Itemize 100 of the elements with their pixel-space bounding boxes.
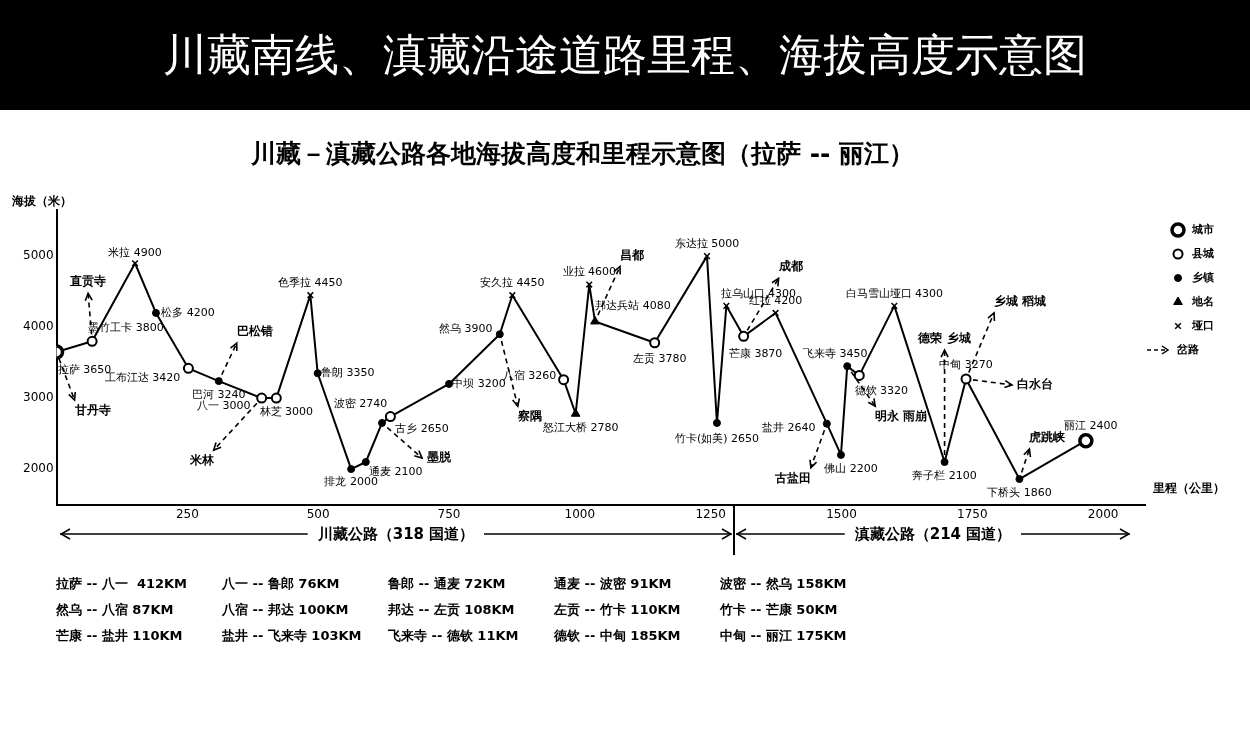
text: 通麦 -- 波密 91KM [554, 575, 673, 593]
data-label: 盐井 2640 [762, 420, 816, 434]
text: 竹卡 -- 芒康 50KM [720, 601, 839, 619]
point [361, 458, 370, 467]
annotation: 米林 [188, 453, 215, 468]
legend-label: 县城 [1191, 246, 1214, 260]
point [649, 337, 661, 349]
text: 左贡 -- 竹卡 110KM [554, 601, 682, 619]
point [570, 408, 581, 417]
data-label: 德钦 3320 [854, 384, 909, 398]
x-tick-label: 1000 [564, 506, 596, 521]
legend-label: 乡镇 [1192, 270, 1214, 284]
annotation: 明永 雨崩 [875, 409, 928, 424]
text: 波密 -- 然乌 158KM [720, 575, 848, 593]
data-label: 色季拉 4450 [278, 276, 343, 290]
annotation: 乡城 稻城 [994, 294, 1047, 309]
annotation: 昌都 [620, 247, 645, 262]
x-tick-label: 750 [437, 506, 461, 521]
data-label: 飞来寺 3450 [802, 347, 868, 361]
text: 八一 -- 鲁郎 76KM [222, 575, 341, 593]
point [712, 418, 721, 427]
y-tick-label: 5000 [22, 248, 54, 263]
data-label: 芒康 3870 [728, 347, 783, 361]
text: 盐井 -- 飞来寺 103KM [222, 627, 363, 645]
chart-subtitle: 川藏－滇藏公路各地海拔高度和里程示意图（拉萨 -- 丽江） [249, 138, 915, 168]
point [843, 362, 852, 371]
data-label: 安久拉 4450 [480, 276, 545, 290]
text: 德钦 -- 中甸 185KM [554, 627, 682, 645]
text: 拉萨 -- 八一 412KM [56, 575, 189, 593]
data-label: 东达拉 5000 [674, 237, 740, 250]
data-label: 然乌 3900 [439, 322, 493, 336]
annotation: 虎跳峡 [1028, 430, 1067, 445]
point [256, 392, 268, 404]
data-label: 佛山 2200 [824, 461, 878, 475]
point [214, 377, 223, 386]
point [86, 335, 98, 347]
text: 芒康 -- 盐井 110KM [56, 627, 184, 645]
y-tick-label: 4000 [22, 319, 54, 334]
data-label: 业拉 4600 [562, 265, 617, 279]
text: 岔路 [1177, 342, 1199, 357]
data-label: 怒江大桥 2780 [541, 420, 619, 434]
point [738, 330, 750, 342]
point [151, 308, 160, 317]
annotation: 甘丹寺 [73, 403, 111, 418]
data-label: 丽江 2400 [1064, 418, 1118, 432]
x-axis-title: 里程（公里） [1152, 480, 1225, 495]
x-tick-label: 1750 [957, 506, 988, 521]
y-tick-label: 3000 [22, 390, 54, 405]
point [1015, 475, 1024, 484]
data-label: 古乡 2650 [395, 421, 449, 435]
point [495, 330, 504, 339]
annotation: 直贡寺 [69, 274, 107, 289]
point [182, 362, 194, 374]
point [384, 411, 396, 423]
annotation: 古盐田 [773, 470, 811, 485]
annotation: 成都 [777, 259, 803, 274]
point [270, 392, 282, 404]
data-label: 竹卡(如美) 2650 [674, 431, 759, 445]
point [558, 374, 570, 386]
text: 八宿 -- 邦达 100KM [222, 601, 350, 619]
data-label: 米拉 4900 [108, 246, 162, 260]
data-label: 奔子栏 2100 [912, 468, 977, 482]
y-tick-label: 2000 [22, 461, 54, 476]
text: 然乌 -- 八宿 87KM [56, 601, 175, 619]
data-label: 松多 4200 [161, 305, 215, 319]
data-label: 下桥头 1860 [987, 485, 1052, 499]
x-tick-label: 500 [306, 506, 330, 521]
point [347, 465, 356, 474]
text: 鲁郎 -- 通麦 72KM [388, 575, 507, 593]
text: 滇藏公路（214 国道） [853, 524, 1013, 544]
data-label: 鲁朗 3350 [320, 366, 375, 380]
point [590, 315, 600, 325]
legend-label: 垭口 [1191, 318, 1214, 332]
point [940, 458, 949, 467]
legend-label: 地名 [1191, 294, 1214, 308]
point [836, 450, 845, 459]
chart-title: 川藏南线、滇藏沿途道路里程、海拔高度示意图 [0, 0, 1250, 110]
x-tick-label: 1500 [826, 506, 857, 521]
annotation: 巴松错 [236, 324, 273, 339]
point [771, 309, 780, 317]
data-label: 巴河 3240 [192, 387, 246, 401]
y-axis-title: 海拔（米） [10, 194, 72, 209]
x-tick-label: 1250 [695, 506, 726, 521]
annotation: 德荣 乡城 [917, 331, 971, 346]
data-label: 白马雪山垭口 4300 [845, 286, 944, 300]
text: 飞来寺 -- 德钦 11KM [388, 627, 520, 645]
data-label: 左贡 3780 [632, 351, 687, 365]
point [853, 369, 865, 381]
x-tick-label: 2000 [1087, 506, 1119, 521]
x-tick-label: 250 [175, 506, 199, 521]
point [822, 419, 831, 428]
text: 中甸 -- 丽江 175KM [720, 627, 848, 645]
point [378, 418, 387, 427]
legend-label: 城市 [1191, 222, 1214, 236]
annotation: 墨脱 [426, 450, 453, 465]
data-label: 林芝 3000 [258, 404, 314, 418]
point [960, 373, 972, 385]
text: 川藏公路（318 国道） [316, 524, 476, 544]
data-label: 波密 2740 [333, 397, 388, 411]
annotation: 白水台 [1017, 377, 1054, 392]
